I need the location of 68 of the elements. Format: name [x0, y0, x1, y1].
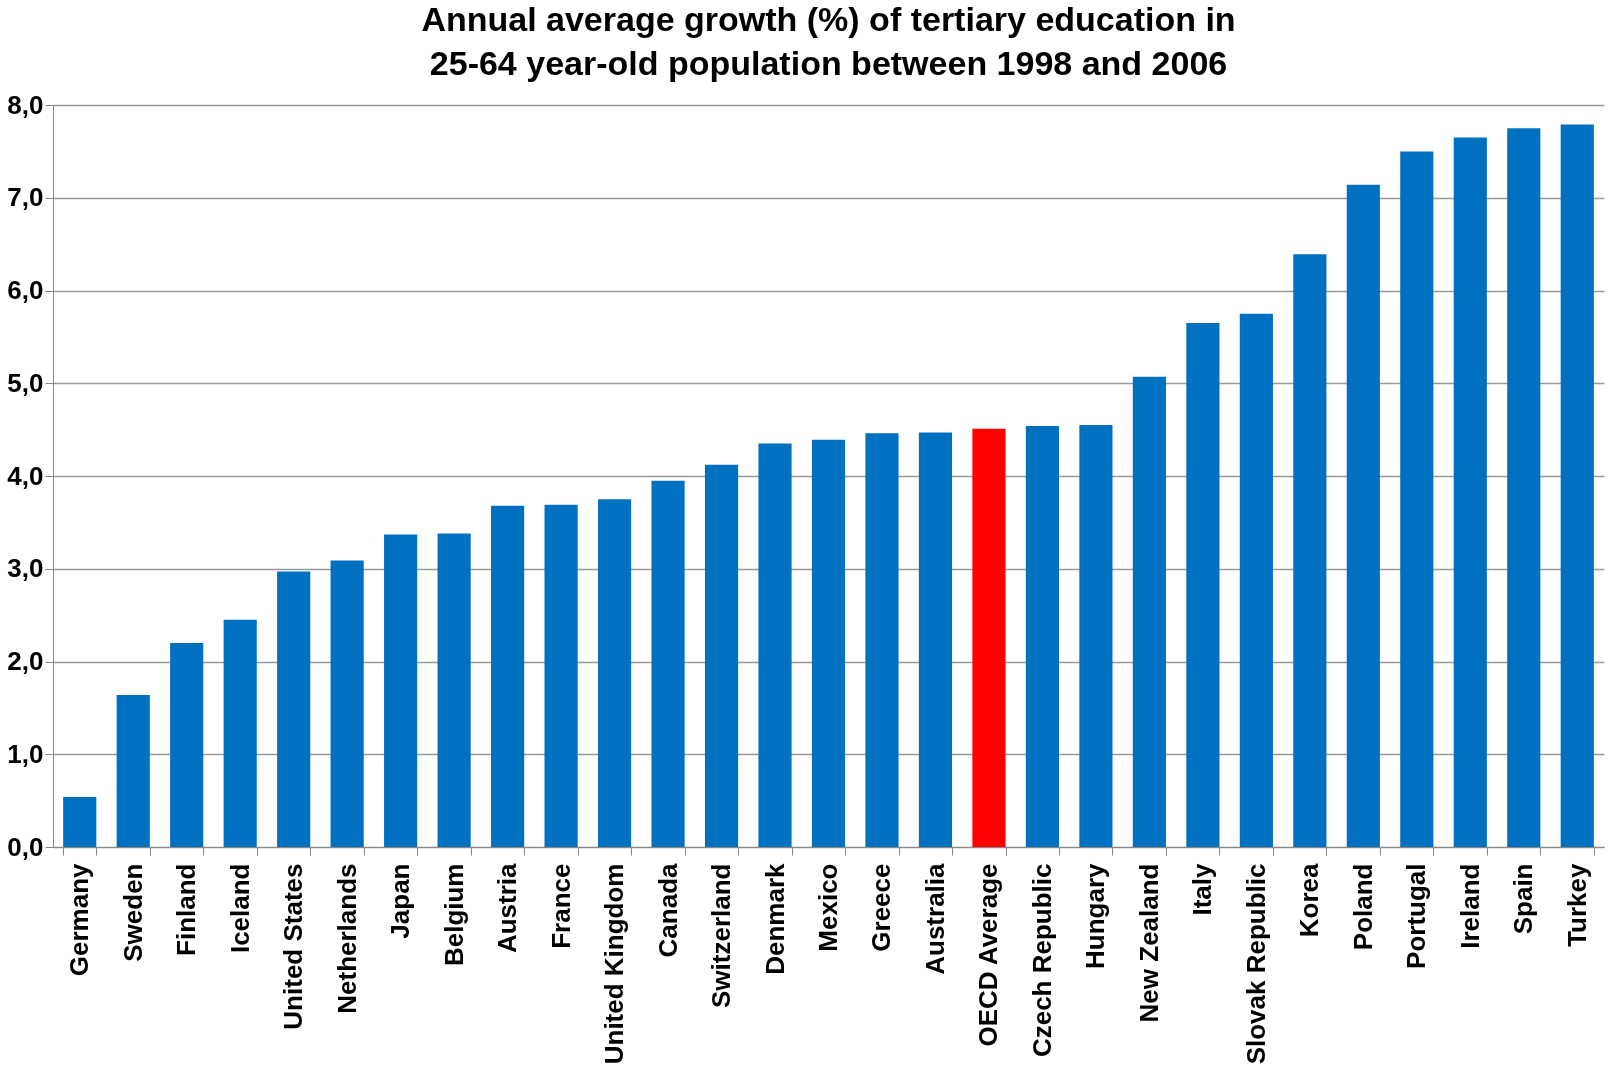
bar — [491, 505, 525, 847]
x-tick-label: Slovak Republic — [1240, 863, 1271, 1065]
x-tick-label: New Zealand — [1133, 863, 1164, 1023]
x-tick-label: France — [545, 863, 576, 949]
x-tick-label: United Kingdom — [599, 863, 630, 1065]
x-tick-label: Finland — [171, 863, 202, 956]
bar — [223, 619, 257, 847]
bar — [597, 499, 632, 847]
y-tick-label: 3,0 — [7, 553, 44, 584]
x-tick-label: Italy — [1187, 862, 1218, 916]
bar — [1186, 322, 1220, 847]
x-tick-label: Germany — [64, 862, 95, 977]
x-tick-label: Portugal — [1401, 863, 1432, 969]
x-tick-label: United States — [278, 863, 309, 1030]
y-tick-label: 4,0 — [7, 460, 44, 491]
bar — [1560, 124, 1594, 847]
x-tick-label: Australia — [919, 862, 950, 975]
x-tick-label: Denmark — [759, 862, 790, 975]
y-tick-label: 2,0 — [7, 646, 44, 676]
bar — [1507, 128, 1541, 847]
bar — [277, 571, 311, 847]
y-tick-label: 5,0 — [7, 367, 44, 398]
x-tick-label: Canada — [652, 862, 683, 958]
bar — [811, 439, 846, 847]
x-tick-label: Mexico — [813, 863, 843, 952]
bar — [704, 464, 739, 847]
x-tick-label: Japan — [385, 863, 416, 939]
bar — [437, 533, 471, 847]
bar — [651, 480, 685, 847]
y-tick-label: 0,0 — [7, 831, 44, 862]
bar — [1346, 184, 1380, 847]
bar — [758, 443, 792, 847]
bar — [1132, 376, 1166, 847]
bar — [63, 796, 97, 847]
x-tick-label: Iceland — [224, 863, 255, 954]
x-tick-label: Belgium — [438, 863, 469, 967]
x-tick-label: OECD Average — [973, 863, 1004, 1047]
y-tick-label: 1,0 — [7, 738, 44, 769]
bar — [1293, 254, 1327, 847]
x-tick-label: Turkey — [1561, 862, 1592, 947]
x-tick-label: Poland — [1347, 863, 1378, 951]
x-tick-label: Czech Republic — [1026, 863, 1057, 1058]
y-tick-label: 6,0 — [7, 275, 44, 305]
chart-title: Annual average growth (%) of tertiary education in 25-64 year-old population between 1998 and 2006 — [421, 0, 1236, 82]
x-tick-label: Spain — [1508, 863, 1539, 935]
bar — [1079, 424, 1113, 847]
x-tick-label: Switzerland — [706, 863, 737, 1008]
bar — [1025, 425, 1060, 847]
x-tick-label: Ireland — [1454, 863, 1485, 949]
bar — [330, 560, 364, 847]
bar — [1239, 313, 1273, 847]
bar — [384, 534, 418, 847]
bar — [544, 504, 578, 847]
bar — [116, 694, 150, 847]
bar — [918, 432, 953, 847]
y-tick-label: 8,0 — [7, 89, 44, 120]
x-tick-label: Austria — [492, 862, 523, 954]
bar — [865, 433, 899, 847]
bar — [170, 642, 204, 847]
x-tick-label: Korea — [1294, 862, 1325, 938]
bar — [1400, 151, 1434, 847]
bar — [1453, 137, 1487, 847]
y-tick-label: 7,0 — [7, 182, 44, 213]
x-tick-label: Sweden — [117, 863, 148, 962]
x-tick-label: Netherlands — [331, 863, 362, 1014]
bar — [972, 428, 1006, 847]
x-tick-label: Greece — [866, 863, 897, 952]
x-tick-label: Hungary — [1080, 862, 1111, 969]
